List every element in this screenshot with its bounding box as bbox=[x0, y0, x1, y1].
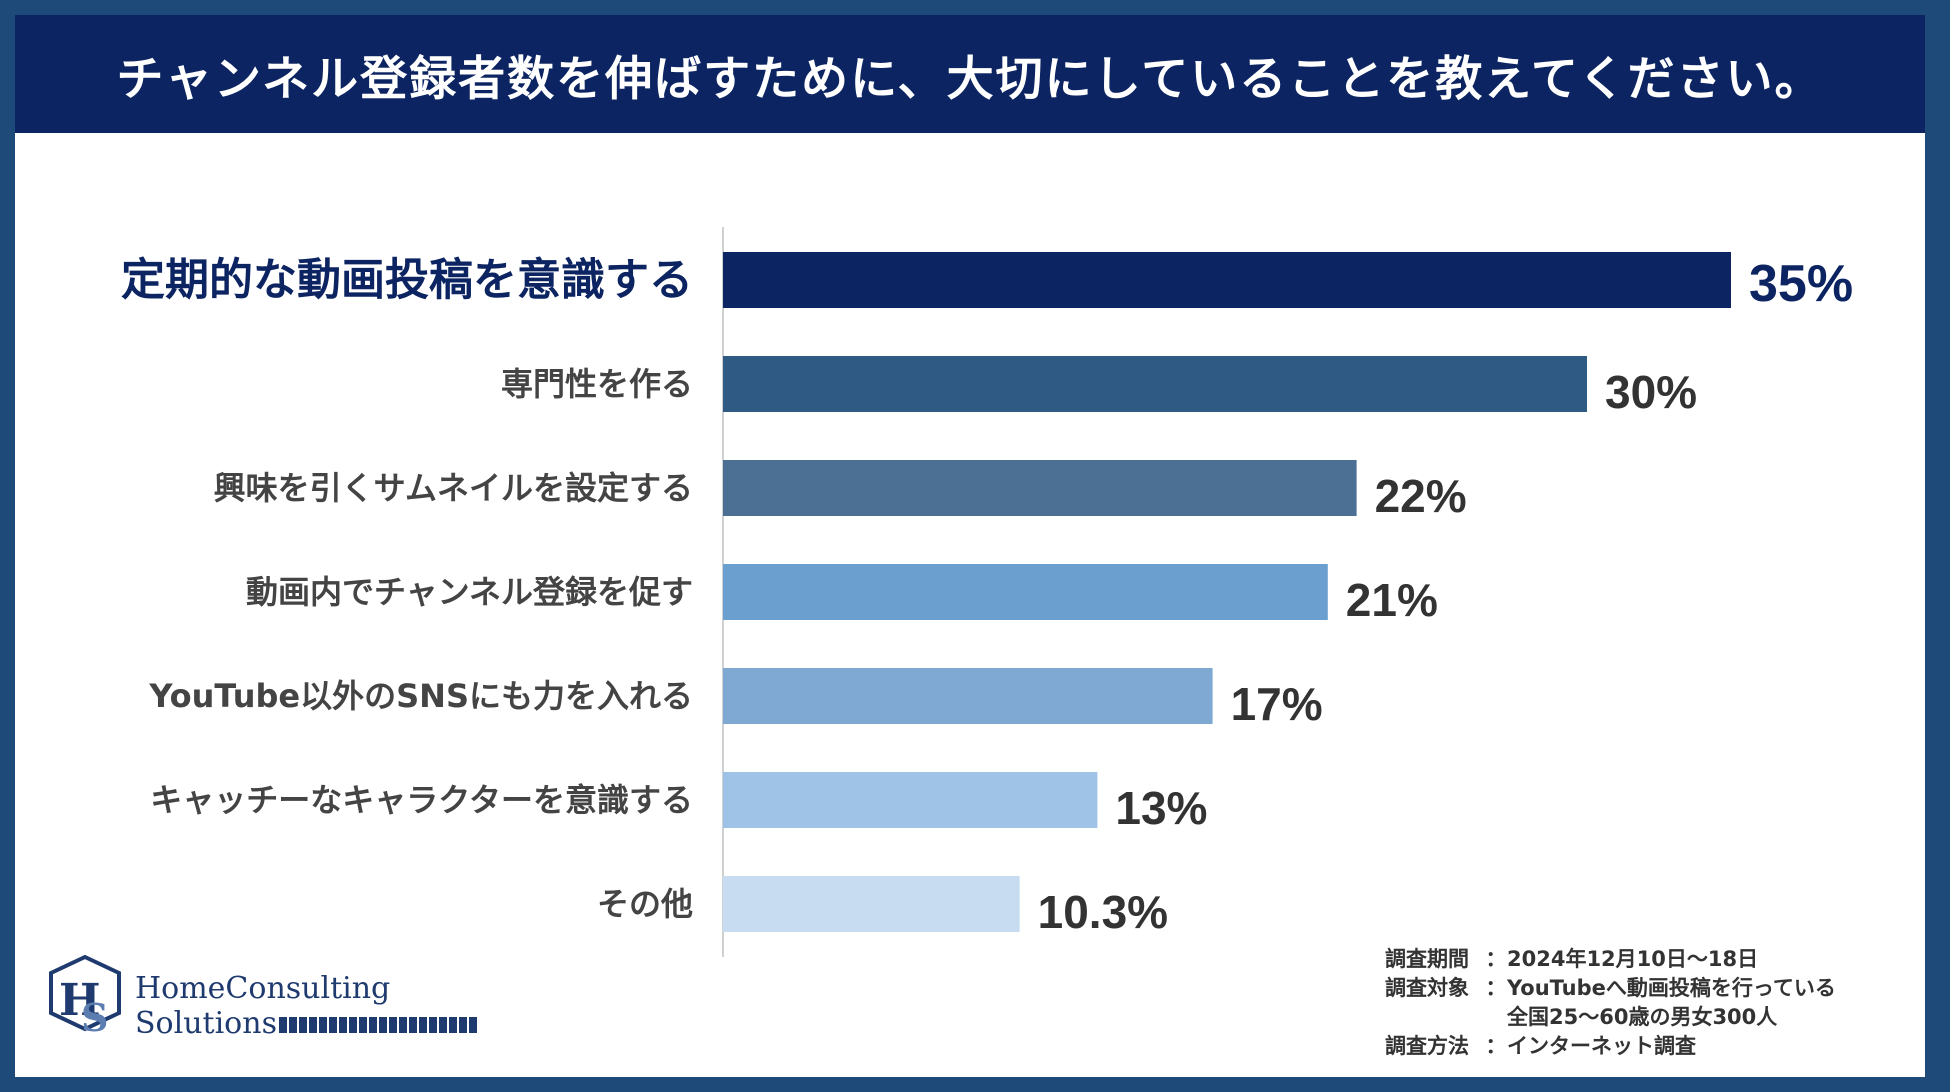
bar bbox=[723, 876, 1020, 932]
value-label: 21% bbox=[1346, 574, 1438, 626]
bar bbox=[723, 252, 1731, 308]
value-label: 22% bbox=[1375, 470, 1467, 522]
bar bbox=[723, 356, 1587, 412]
svg-text:H: H bbox=[59, 975, 101, 1026]
bar bbox=[723, 668, 1213, 724]
slide-frame: チャンネル登録者数を伸ばすために、大切にしていることを教えてください。 定期的な… bbox=[15, 15, 1925, 1077]
category-label: キャッチーなキャラクターを意識する bbox=[150, 781, 693, 819]
logo-line2: Solutions bbox=[135, 1006, 277, 1041]
bar-chart: 定期的な動画投稿を意識する 35% 専門性を作る 30% 興味を引くサムネイルを設定する… bbox=[121, 227, 1853, 957]
category-label: その他 bbox=[597, 885, 693, 923]
company-logo: H S HomeConsulting Solutions bbox=[47, 954, 487, 1055]
value-label: 17% bbox=[1231, 678, 1323, 730]
note-method: 調査方法 ： インターネット調査 bbox=[1385, 1034, 1696, 1058]
page-title: チャンネル登録者数を伸ばすために、大切にしていることを教えてください。 bbox=[116, 51, 1824, 107]
logo-pattern bbox=[279, 1017, 477, 1033]
title-bar: チャンネル登録者数を伸ばすために、大切にしていることを教えてください。 bbox=[15, 15, 1925, 133]
survey-notes: 調査期間 ： 2024年12月10日～18日 調査対象 ： YouTubeへ動画… bbox=[1385, 945, 1915, 1061]
value-label: 13% bbox=[1115, 782, 1207, 834]
hcs-logo-icon: H S HomeConsulting Solutions bbox=[49, 954, 477, 1041]
category-label: 専門性を作る bbox=[501, 365, 693, 403]
note-target: 調査対象 ： YouTubeへ動画投稿を行っている 全国25～60歳の男女300… bbox=[1385, 976, 1836, 1029]
value-label: 35% bbox=[1749, 255, 1853, 313]
note-period: 調査期間 ： 2024年12月10日～18日 bbox=[1385, 947, 1759, 971]
svg-text:S: S bbox=[81, 995, 108, 1040]
bar bbox=[723, 772, 1098, 828]
category-label: 興味を引くサムネイルを設定する bbox=[214, 469, 693, 507]
logo-line1: HomeConsulting bbox=[135, 971, 390, 1006]
category-label: 動画内でチャンネル登録を促す bbox=[246, 573, 693, 611]
bar bbox=[723, 460, 1357, 516]
value-label: 30% bbox=[1605, 366, 1697, 418]
category-label: YouTube以外のSNSにも力を入れる bbox=[148, 677, 693, 715]
value-label: 10.3% bbox=[1038, 886, 1168, 938]
category-label: 定期的な動画投稿を意識する bbox=[121, 255, 693, 306]
bar bbox=[723, 564, 1328, 620]
